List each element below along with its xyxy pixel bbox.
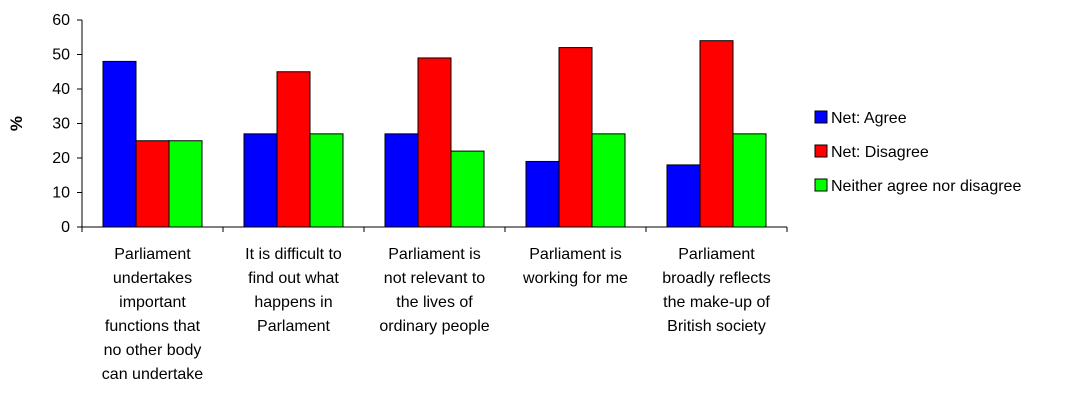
y-tick-label: 0 — [61, 219, 70, 236]
bar-net-agree — [666, 164, 701, 228]
x-tick-labels-group: Parliament undertakes important functions t… — [102, 246, 771, 383]
bar-neither-agree-nor-disagree — [309, 133, 344, 228]
bar-neither-agree-nor-disagree — [732, 133, 767, 228]
x-tick-label-line: not relevant to — [384, 270, 486, 287]
legend-label: Net: Agree — [831, 110, 907, 127]
x-tick-label: Parliament broadly reflects the make-up of… — [662, 246, 771, 335]
legend-swatch — [814, 110, 828, 124]
x-tick-label-line: It is difficult to — [245, 246, 342, 263]
y-tick-label: 10 — [52, 185, 70, 202]
legend-swatch — [814, 144, 828, 158]
bar-neither-agree-nor-disagree — [591, 133, 626, 228]
bars-group — [102, 40, 767, 228]
legend-label: Neither agree nor disagree — [831, 178, 1021, 195]
x-tick-label-line: Parliament is — [529, 246, 621, 263]
y-tick-label: 20 — [52, 150, 70, 167]
x-tick-label-line: no other body — [104, 342, 202, 359]
bar-net-disagree — [558, 47, 593, 228]
bar-net-disagree — [135, 140, 170, 228]
x-tick-label-line: find out what — [248, 270, 339, 287]
bar-net-agree — [102, 60, 137, 228]
bar-net-agree — [525, 160, 560, 228]
x-tick-label-line: the make-up of — [663, 294, 770, 311]
x-tick-label-line: functions that — [105, 318, 201, 335]
x-tick-label-line: Parlament — [257, 318, 330, 335]
y-axis-title: % — [7, 116, 26, 131]
x-tick-label-line: Parliament — [678, 246, 755, 263]
bar-net-disagree — [276, 71, 311, 228]
x-tick-label-line: important — [119, 294, 186, 311]
x-tick-label-line: Parliament is — [388, 246, 480, 263]
bar-neither-agree-nor-disagree — [168, 140, 203, 228]
x-tick-label-line: British society — [667, 318, 766, 335]
bar-net-disagree — [417, 57, 452, 228]
x-tick-label-line: working for me — [522, 270, 628, 287]
x-tick-label-line: can undertake — [102, 366, 204, 383]
legend-swatch — [814, 178, 828, 192]
x-tick-label-line: happens in — [254, 294, 332, 311]
y-tick-label: 30 — [52, 116, 70, 133]
bar-net-agree — [243, 133, 278, 228]
x-tick-label: Parliament undertakes important functions t… — [102, 246, 204, 383]
x-tick-label-line: ordinary people — [379, 318, 489, 335]
y-tick-label: 40 — [52, 81, 70, 98]
bar-net-disagree — [699, 40, 734, 228]
x-tick-label-line: the lives of — [396, 294, 473, 311]
x-tick-label: Parliament is not relevant to the lives of… — [379, 246, 489, 335]
x-tick-label: It is difficult to find out what happens i… — [245, 246, 342, 335]
bar-net-agree — [384, 133, 419, 228]
x-tick-label-line: Parliament — [114, 246, 191, 263]
bar-neither-agree-nor-disagree — [450, 150, 485, 228]
y-tick-label: 60 — [52, 12, 70, 29]
x-tick-label: Parliament is working for me — [522, 246, 628, 287]
legend-label: Net: Disagree — [831, 144, 929, 161]
x-tick-label-line: undertakes — [113, 270, 192, 287]
y-tick-label: 50 — [52, 47, 70, 64]
legend: Net: Agree Net: Disagree Neither agree nor… — [814, 110, 1021, 195]
x-tick-label-line: broadly reflects — [662, 270, 771, 287]
